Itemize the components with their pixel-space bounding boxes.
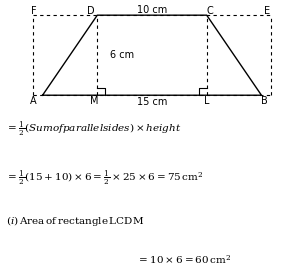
Text: A: A	[30, 96, 37, 106]
Text: 6 cm: 6 cm	[109, 50, 134, 60]
Text: E: E	[264, 6, 271, 16]
Text: $(\mathit{i}) \, \mathrm{Area \, of \, rectangle \, LCDM}$: $(\mathit{i}) \, \mathrm{Area \, of \, r…	[6, 214, 144, 228]
Text: 10 cm: 10 cm	[137, 6, 167, 15]
Text: $= \frac{1}{2} (15 + 10) \times 6 = \frac{1}{2} \times 25 \times 6 = 75 \, \math: $= \frac{1}{2} (15 + 10) \times 6 = \fra…	[6, 168, 204, 188]
Text: $= 10 \times 6 = 60 \, \mathrm{cm}^2$: $= 10 \times 6 = 60 \, \mathrm{cm}^2$	[137, 253, 231, 266]
Text: $= \frac{1}{2} (Sum of parallel sides) \times height$: $= \frac{1}{2} (Sum of parallel sides) \…	[6, 120, 181, 139]
Text: B: B	[261, 96, 268, 106]
Text: 15 cm: 15 cm	[137, 97, 167, 107]
Text: D: D	[87, 6, 95, 16]
Text: M: M	[90, 96, 98, 106]
Text: C: C	[206, 6, 213, 16]
Text: L: L	[204, 96, 209, 106]
Text: F: F	[31, 6, 36, 16]
